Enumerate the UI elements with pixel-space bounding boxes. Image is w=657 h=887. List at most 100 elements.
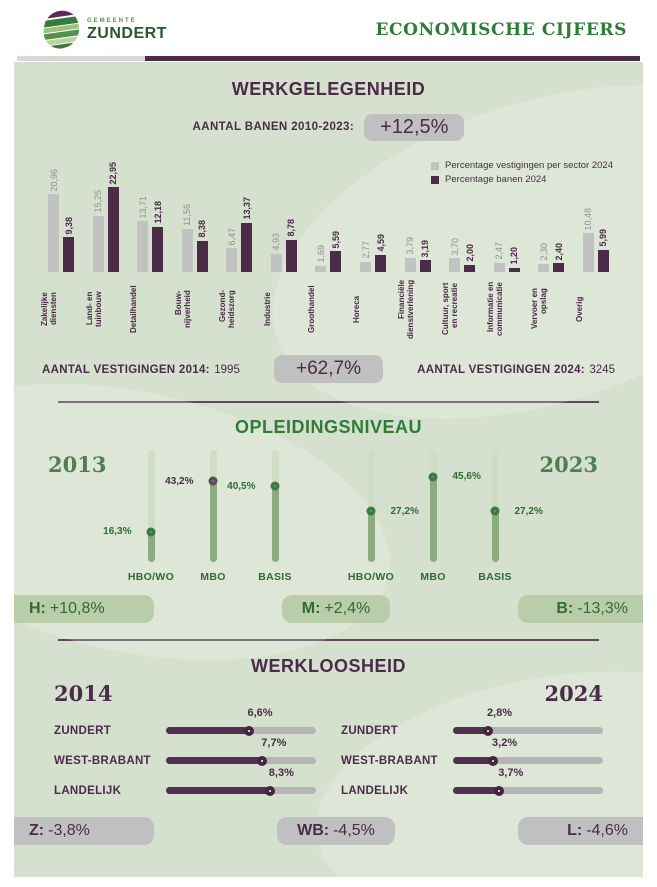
bar-value-label: 20,96 [48,168,59,192]
slider-handle: 27,2% [490,506,543,517]
sector-bar-group: 3,79 3,19 [397,237,439,272]
slider-value-label: 3,2% [492,736,518,749]
section-divider [58,639,599,641]
logo-zundert-label: ZUNDERT [87,25,167,42]
sector-label: Overig [574,296,584,322]
aantal-banen-row: AANTAL BANEN 2010-2023: +12,5% [14,112,643,142]
slider-value-label: 27,2% [514,505,543,517]
education-summary-row: H: +10,8% M: +2,4% B: -13,3% [14,595,643,623]
slider-track: 3,2% [453,737,603,766]
sector-label: Detailhandel [129,285,139,333]
sector-label: Cultuur, sport en recreatie [441,282,460,336]
slider-track: 45,6% [428,450,481,562]
unemployment-row: WEST-BRABANT 3,2% [341,737,603,775]
slider-track: 3,7% [453,767,603,796]
banen-bar [597,249,609,272]
bar-value-label: 11,56 [182,204,193,227]
vestigingen-2014: AANTAL VESTIGINGEN 2014: 1995 [42,360,240,378]
education-slider-basis: 40,5% BASIS [227,450,306,583]
bar-value-label: 6,47 [226,227,237,246]
slider-value-label: 27,2% [390,505,419,517]
slider-fill [166,727,249,734]
vestigingen-bar [181,229,193,272]
slider-handle: 40,5% [227,481,280,492]
summary-hbo-value: +10,8% [49,600,105,617]
header-rule-light-segment [17,56,145,61]
slider-handle: 7,7% [257,737,286,766]
bar-value-label: 5,99 [598,229,609,247]
summary-landelijk-value: -4,6% [586,822,628,839]
unemployment-summary-row: Z: -3,8% WB: -4,5% L: -4,6% [14,817,643,845]
opleidingsniveau-title: OPLEIDINGSNIVEAU [234,417,423,437]
page-title: ECONOMISCHE CIJFERS [375,20,627,40]
slider-value-label: 2,8% [486,706,513,719]
bar-value-label: 2,30 [538,242,549,261]
vestigingen-2024-label: AANTAL VESTIGINGEN 2024: [417,364,585,376]
sector-label: Financiële dienstverlening [396,279,415,339]
slider-fill [166,757,263,764]
region-label: WEST-BRABANT [54,754,151,767]
slider-handle: 43,2% [165,476,218,487]
aantal-banen-label: AANTAL BANEN 2010-2023: [192,121,355,133]
bar-value-label: 3,70 [449,237,460,256]
summary-westbrabant-prefix: WB: [297,822,330,839]
region-label: ZUNDERT [54,724,112,737]
section-opleidingsniveau: OPLEIDINGSNIVEAU 2013 16,3% HBO/WO 43,2% MB… [14,403,643,623]
slider-track: 8,3% [166,767,316,796]
slider-track: 2,8% [453,707,603,736]
vestigingen-2014-value: 1995 [214,364,240,376]
section-werkgelegenheid: WERKGELEGENHEID AANTAL BANEN 2010-2023: … [14,62,643,385]
vestigingen-bar [404,258,416,272]
banen-bar [196,241,208,272]
unemployment-years-row: 2014 2024 [54,681,603,706]
unemployment-col-right: ZUNDERT 2,8% WEST-BRABANT 3,2% LANDELIJK 3,7% [341,707,603,805]
education-slider-basis: 27,2% BASIS [464,450,543,583]
banen-bar [330,251,342,272]
logo-text: GEMEENTE ZUNDERT [87,18,167,42]
education-slider-hbowo: 27,2% HBO/WO [340,450,419,583]
slider-value-label: 8,3% [268,766,294,779]
banen-bar [285,239,297,272]
legend-item: Percentage vestigingen per sector 2024 [431,160,613,171]
sector-bar-group: 4,93 8,78 [263,219,305,272]
summary-basis-prefix: B: [556,600,574,617]
summary-zundert-badge: Z: -3,8% [14,817,154,845]
education-level-label: HBO/WO [127,571,175,583]
slider-fill [367,511,375,562]
werkgelegenheid-title: WERKGELEGENHEID [231,79,426,99]
sector-bar-group: 6,47 13,37 [218,197,260,272]
slider-track: 7,7% [166,737,316,766]
banen-bar [107,187,119,272]
slider-handle: 27,2% [366,506,419,517]
sector-category-labels: Zakelijke diensten Land- en tuinbouw Detai… [40,277,617,341]
vestigingen-bar [270,253,282,272]
slider-fill [166,787,270,794]
education-level-label: BASIS [478,571,512,583]
summary-landelijk-badge: L: -4,6% [518,817,643,845]
slider-fill [429,476,437,562]
bar-value-label: 2,77 [360,241,371,259]
header: GEMEENTE ZUNDERT ECONOMISCHE CIJFERS [0,0,657,56]
unemployment-row: WEST-BRABANT 7,7% [54,737,316,775]
header-rule-dark-segment [145,56,640,61]
vestigingen-2024: AANTAL VESTIGINGEN 2024: 3245 [417,360,615,378]
unemployment-row: ZUNDERT 2,8% [341,707,603,745]
slider-track: 40,5% [227,450,280,562]
slider-fill [453,787,500,794]
sector-label: Industrie [262,292,272,326]
slider-value-label: 40,5% [227,480,256,492]
sector-bar-group: 11,56 8,38 [174,204,216,272]
sector-bar-group: 13,71 12,18 [129,196,171,272]
legend-label: Percentage vestigingen per sector 2024 [445,160,613,171]
legend-item: Percentage banen 2024 [431,174,613,185]
section-divider [58,401,599,403]
banen-bar [508,267,520,272]
legend-label: Percentage banen 2024 [445,174,547,185]
vestigingen-2024-value: 3245 [589,364,615,376]
sector-bar-group: 10,48 5,99 [575,208,617,272]
slider-handle: 6,6% [243,707,273,736]
year-2023-label: 2023 [539,452,598,477]
sector-bar-chart-groups: 20,96 9,38 15,25 22,95 13,71 12,18 11,56 8,38 6,… [40,148,617,272]
legend-swatch-icon [431,175,440,184]
